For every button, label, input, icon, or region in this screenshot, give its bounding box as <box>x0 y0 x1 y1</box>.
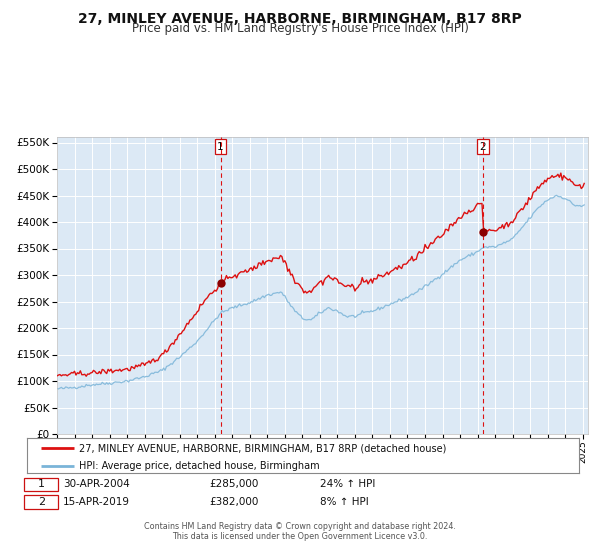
Text: 1: 1 <box>217 142 224 152</box>
Text: 27, MINLEY AVENUE, HARBORNE, BIRMINGHAM, B17 8RP: 27, MINLEY AVENUE, HARBORNE, BIRMINGHAM,… <box>78 12 522 26</box>
Text: 2: 2 <box>479 142 486 152</box>
FancyBboxPatch shape <box>24 496 58 509</box>
Text: Price paid vs. HM Land Registry's House Price Index (HPI): Price paid vs. HM Land Registry's House … <box>131 22 469 35</box>
Text: 2: 2 <box>38 497 45 507</box>
Text: 27, MINLEY AVENUE, HARBORNE, BIRMINGHAM, B17 8RP (detached house): 27, MINLEY AVENUE, HARBORNE, BIRMINGHAM,… <box>79 443 447 453</box>
Text: £285,000: £285,000 <box>209 479 259 489</box>
Text: 15-APR-2019: 15-APR-2019 <box>63 497 130 507</box>
Text: HPI: Average price, detached house, Birmingham: HPI: Average price, detached house, Birm… <box>79 460 320 470</box>
Text: 1: 1 <box>38 479 45 489</box>
Text: £382,000: £382,000 <box>209 497 259 507</box>
Text: 24% ↑ HPI: 24% ↑ HPI <box>320 479 375 489</box>
Text: 8% ↑ HPI: 8% ↑ HPI <box>320 497 368 507</box>
Text: Contains HM Land Registry data © Crown copyright and database right 2024.
This d: Contains HM Land Registry data © Crown c… <box>144 522 456 542</box>
Text: 30-APR-2004: 30-APR-2004 <box>63 479 130 489</box>
FancyBboxPatch shape <box>24 478 58 491</box>
